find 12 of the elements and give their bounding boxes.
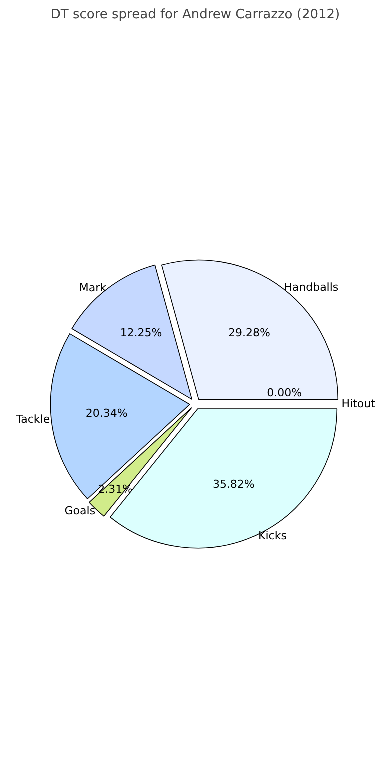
slice-label: Mark	[79, 281, 108, 294]
slice-label: Goals	[64, 504, 96, 518]
slice-label: Handballs	[284, 281, 339, 294]
data-label: 20.34%	[86, 407, 128, 420]
slice-label: Kicks	[258, 530, 288, 543]
chart-title: DT score spread for Andrew Carrazzo (2012)	[50, 8, 340, 22]
slice-label: Tackle	[15, 413, 50, 426]
data-label: 35.82%	[212, 478, 255, 492]
data-label: 29.28%	[228, 326, 270, 340]
text: 0.00%	[267, 386, 302, 400]
data-label: 12.25%	[120, 326, 162, 340]
category-label: Hitout	[342, 398, 376, 410]
